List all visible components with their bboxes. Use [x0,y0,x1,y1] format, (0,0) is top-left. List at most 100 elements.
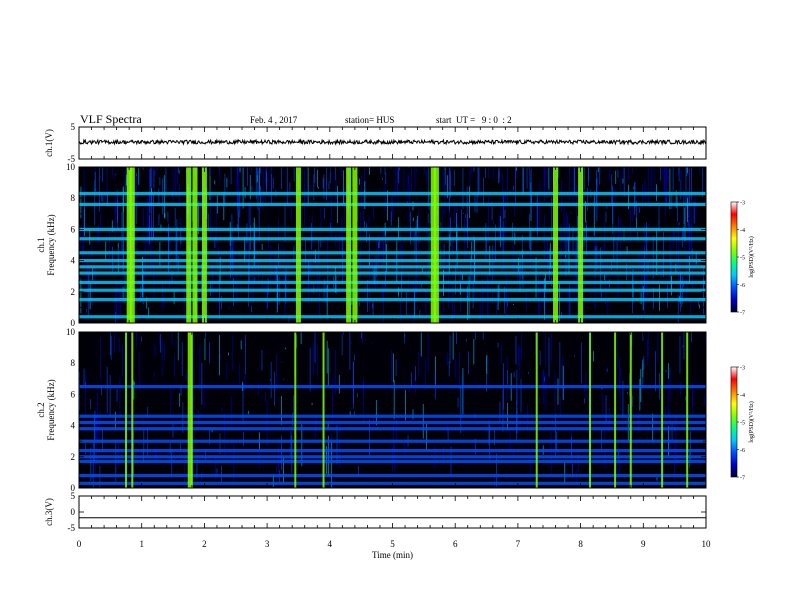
ch1-spectrogram-burst [433,167,439,323]
time-tick-label: 5 [390,539,395,549]
ch1-spectrogram-burst [129,167,135,323]
ch2-spectrogram-band [79,459,706,464]
time-axis-label: Time (min) [372,550,413,560]
ch2-spectrogram-band [79,473,706,478]
ch3-waveform-y-tick-label: 0 [71,507,76,517]
ch1-spectrogram-burst [578,167,584,323]
ch2-spectrogram-band [79,385,706,389]
ch1-spectrogram-y-tick-label: 6 [71,224,76,234]
ch1-spectrogram-y-tick-label: 10 [66,162,76,172]
ch1-spectrogram-band [79,315,706,319]
ch2-spectrogram [79,332,706,488]
ch2-spectrogram-burst [294,332,297,488]
header-start-time: start UT = 9 : 0 : 2 [436,115,512,125]
time-tick-label: 9 [641,539,646,549]
ch2-spectrogram-colorbar [730,366,738,478]
ch2-spectrogram-y-tick-label: 8 [71,358,76,368]
ch1-spectrogram-band [79,191,706,196]
ch1-spectrogram-band [79,280,706,285]
ch1-spectrogram-burst [346,167,352,323]
ch1-spectrogram-colorbar [730,201,738,313]
time-tick-label: 2 [202,539,207,549]
ch1-spectrogram-colorbar-tick-label: -7 [740,311,745,317]
ch1-spectrogram-band [79,237,706,241]
ch1-spectrogram-y-tick-label: 8 [71,193,76,203]
ch1-waveform-y-tick-label: -5 [68,154,76,164]
ch2-spectrogram-band [79,420,706,425]
time-tick-label: 4 [328,539,333,549]
ch2-spectrogram-y-tick-label: 10 [66,327,76,337]
ch3-waveform-y-label: ch.3(V) [44,498,54,526]
ch2-spectrogram-y-tick-label: 2 [71,452,76,462]
ch2-spectrogram-burst [187,332,190,488]
ch1-waveform-y-tick-label: 5 [71,122,76,132]
ch2-spectrogram-colorbar-tick-label: -7 [740,476,745,482]
ch2-spectrogram-burst [589,332,592,488]
ch2-spectrogram-y-tick-label: 6 [71,389,76,399]
ch2-spectrogram-colorbar-tick-label: -6 [740,448,745,454]
ch3-waveform-y-tick-label: -5 [68,523,76,533]
ch1-spectrogram-band [79,288,706,292]
time-tick-label: 10 [702,539,712,549]
time-tick-label: 0 [77,539,82,549]
time-tick-label: 6 [453,539,458,549]
ch2-spectrogram-burst [322,332,325,488]
ch1-spectrogram-y-label: Frequency (kHz) [46,214,56,275]
ch2-spectrogram-burst [614,332,617,488]
ch1-spectrogram-colorbar-tick-label: -6 [740,283,745,289]
header-station: station= HUS [345,115,395,125]
ch1-spectrogram-colorbar-tick-label: -5 [740,256,745,262]
ch2-spectrogram-y-label: ch.2 [36,402,46,417]
ch1-spectrogram-burst [192,167,198,323]
ch2-spectrogram-burst [661,332,664,488]
ch2-spectrogram-burst [629,332,632,488]
ch1-spectrogram-burst [430,167,436,323]
time-tick-label: 1 [139,539,144,549]
ch1-spectrogram-band [79,227,706,231]
ch1-spectrogram [79,167,706,323]
ch2-spectrogram-burst [189,332,192,488]
ch1-spectrogram-band [79,251,706,255]
ch1-spectrogram-colorbar-label: log(PSD)(V²/Hz) [748,236,755,277]
ch1-spectrogram-burst [352,167,358,323]
ch1-spectrogram-y-tick-label: 4 [71,256,76,266]
ch1-spectrogram-y-tick-label: 2 [71,287,76,297]
ch2-spectrogram-band [79,455,706,459]
ch2-spectrogram-band [79,427,706,431]
ch2-spectrogram-colorbar-tick-label: -4 [740,393,745,399]
ch1-spectrogram-y-label: ch.1 [36,237,46,252]
ch1-spectrogram-y-tick-label: 0 [71,318,76,328]
ch1-spectrogram-band [79,298,706,302]
ch2-spectrogram-y-tick-label: 0 [71,483,76,493]
ch1-spectrogram-band [79,259,706,263]
ch2-spectrogram-band [79,439,706,443]
ch3-waveform-y-tick-label: 5 [71,491,76,501]
ch1-spectrogram-band [79,271,706,275]
ch1-waveform-trace [78,138,707,146]
ch2-spectrogram-burst [190,332,193,488]
ch2-spectrogram-burst [686,332,689,488]
ch1-spectrogram-burst [295,167,301,323]
ch1-spectrogram-band [79,202,706,207]
ch2-spectrogram-colorbar-label: log(PSD)(V²/Hz) [748,401,755,442]
header-date: Feb. 4 , 2017 [250,115,298,125]
ch1-spectrogram-burst [186,167,192,323]
ch1-spectrogram-colorbar-tick-label: -3 [740,201,745,207]
time-tick-label: 3 [265,539,270,549]
ch2-spectrogram-colorbar-tick-label: -5 [740,421,745,427]
ch2-spectrogram-colorbar-tick-label: -3 [740,366,745,372]
time-tick-label: 7 [516,539,521,549]
ch1-spectrogram-band [79,265,706,269]
ch2-spectrogram-burst [535,332,538,488]
ch1-waveform-y-label: ch.1(V) [44,129,54,157]
ch2-spectrogram-band [79,414,706,418]
ch2-spectrogram-burst [125,332,128,488]
ch2-spectrogram-y-tick-label: 4 [71,421,76,431]
figure-title: VLF Spectra [80,112,142,126]
ch1-spectrogram-burst [553,167,559,323]
time-tick-label: 8 [578,539,583,549]
ch2-spectrogram-burst [131,332,134,488]
ch1-spectrogram-colorbar-tick-label: -4 [740,228,745,234]
ch2-spectrogram-y-label: Frequency (kHz) [46,379,56,440]
